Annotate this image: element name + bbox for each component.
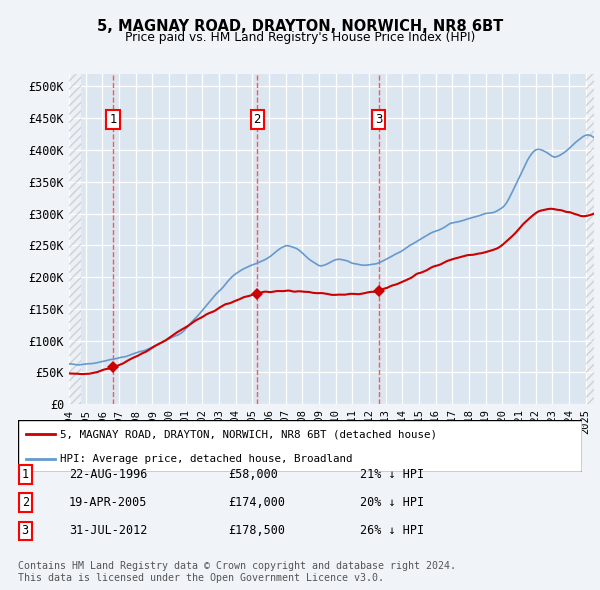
Text: 22-AUG-1996: 22-AUG-1996 — [69, 468, 148, 481]
Bar — [586, 74, 596, 404]
Text: 3: 3 — [375, 113, 382, 126]
Text: £178,500: £178,500 — [228, 525, 285, 537]
Text: 31-JUL-2012: 31-JUL-2012 — [69, 525, 148, 537]
Text: £58,000: £58,000 — [228, 468, 278, 481]
Text: 19-APR-2005: 19-APR-2005 — [69, 496, 148, 509]
Text: 26% ↓ HPI: 26% ↓ HPI — [360, 525, 424, 537]
Text: HPI: Average price, detached house, Broadland: HPI: Average price, detached house, Broa… — [60, 454, 353, 464]
Text: 2: 2 — [22, 496, 29, 509]
Text: Contains HM Land Registry data © Crown copyright and database right 2024.
This d: Contains HM Land Registry data © Crown c… — [18, 561, 456, 583]
Text: 5, MAGNAY ROAD, DRAYTON, NORWICH, NR8 6BT: 5, MAGNAY ROAD, DRAYTON, NORWICH, NR8 6B… — [97, 19, 503, 34]
Text: £174,000: £174,000 — [228, 496, 285, 509]
Text: 20% ↓ HPI: 20% ↓ HPI — [360, 496, 424, 509]
Text: 3: 3 — [22, 525, 29, 537]
Text: 1: 1 — [22, 468, 29, 481]
Text: 2: 2 — [254, 113, 261, 126]
Text: 5, MAGNAY ROAD, DRAYTON, NORWICH, NR8 6BT (detached house): 5, MAGNAY ROAD, DRAYTON, NORWICH, NR8 6B… — [60, 429, 437, 439]
Text: 1: 1 — [109, 113, 117, 126]
FancyBboxPatch shape — [18, 420, 582, 472]
Text: 21% ↓ HPI: 21% ↓ HPI — [360, 468, 424, 481]
Text: Price paid vs. HM Land Registry's House Price Index (HPI): Price paid vs. HM Land Registry's House … — [125, 31, 475, 44]
Bar — [69, 74, 80, 404]
